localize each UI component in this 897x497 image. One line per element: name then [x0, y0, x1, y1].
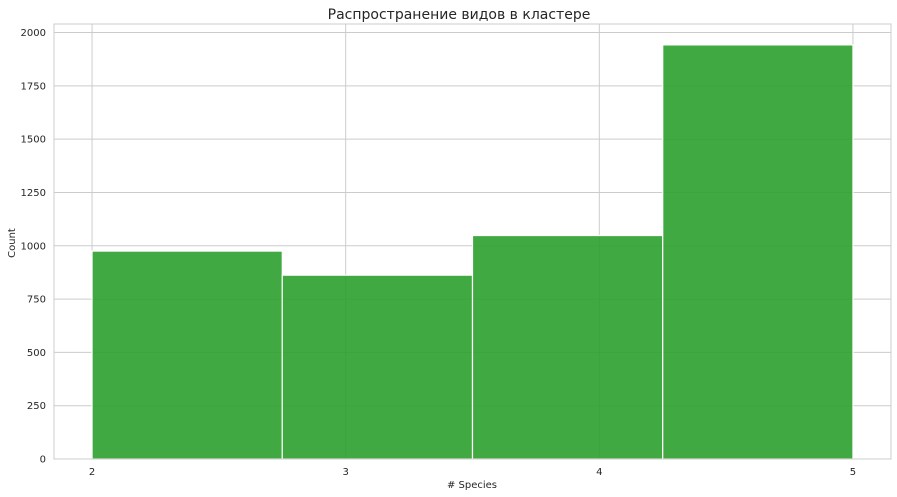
tick-labels: 0 250 500 750 1000 1250 1500 1750 2000 2 3 4 5 [21, 28, 857, 478]
x-tick-label: 5 [850, 467, 856, 478]
histogram-bar [471, 234, 664, 460]
y-tick-label: 2000 [21, 28, 46, 39]
bars [91, 44, 854, 460]
chart-title: Распространение видов в кластере [328, 7, 591, 23]
x-tick-label: 2 [89, 467, 95, 478]
y-tick-label: 0 [40, 455, 46, 466]
y-axis-label: Count [7, 228, 18, 258]
histogram-bar [91, 250, 283, 460]
y-tick-label: 1250 [21, 188, 46, 199]
y-tick-label: 750 [27, 295, 46, 306]
y-tick-label: 1750 [21, 81, 46, 92]
x-axis-label: # Species [447, 480, 497, 491]
y-tick-label: 1500 [21, 135, 46, 146]
x-tick-label: 3 [342, 467, 348, 478]
x-tick-label: 4 [596, 467, 602, 478]
histogram-bar [662, 44, 854, 460]
y-tick-label: 250 [27, 401, 46, 412]
plot-frame [53, 23, 892, 460]
y-tick-label: 1000 [21, 241, 46, 252]
y-tick-label: 500 [27, 348, 46, 359]
histogram-bar [281, 274, 474, 460]
